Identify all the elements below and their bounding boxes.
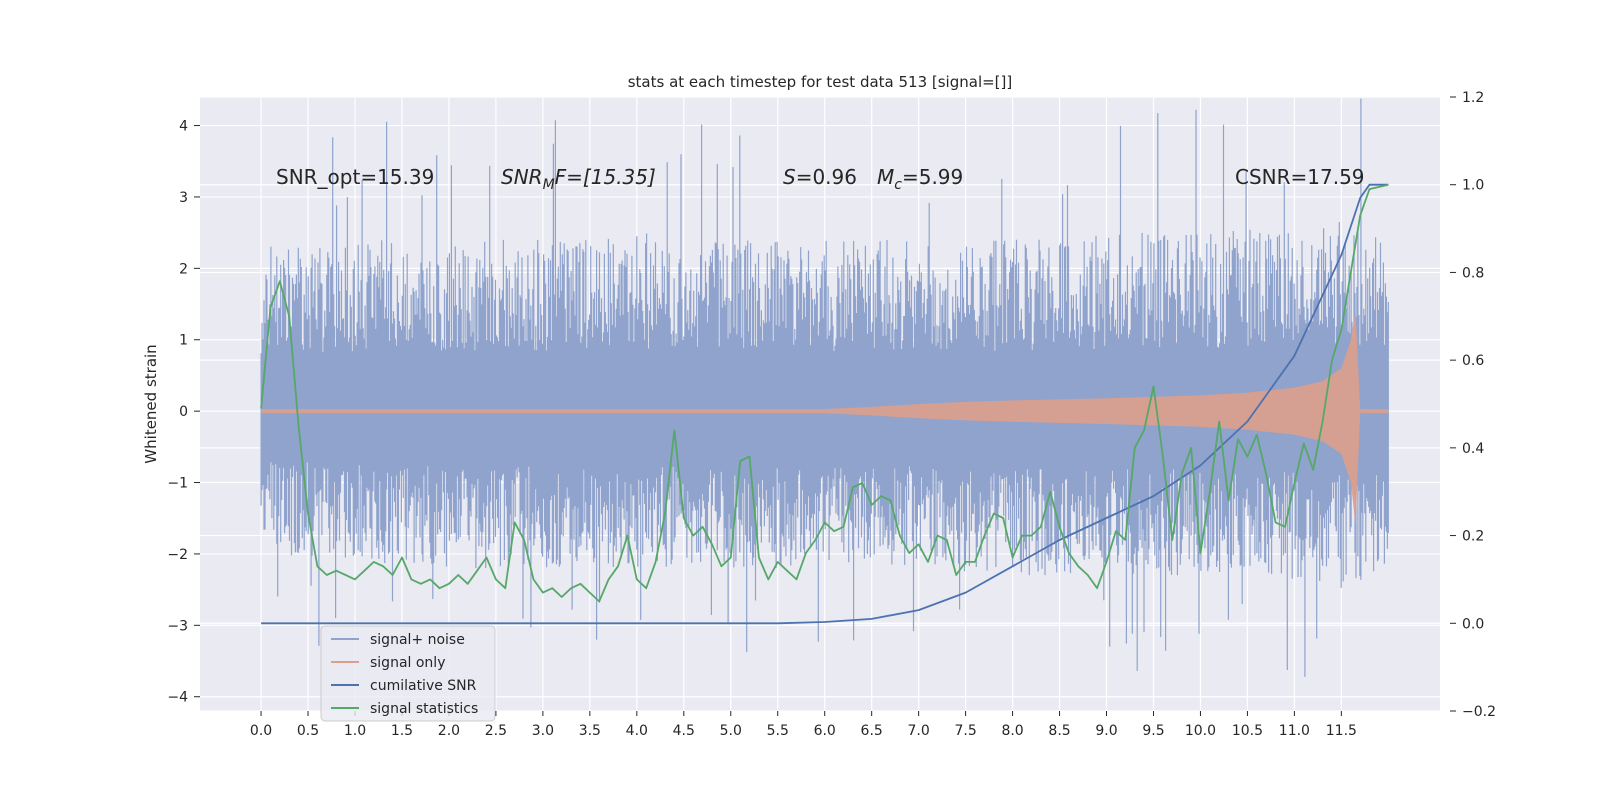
x-tick-label: 6.5 (861, 723, 883, 739)
y-tick-label: 2 (179, 261, 188, 277)
annotation-mc: Mc=5.99 (877, 165, 963, 193)
y-tick-label: 0 (179, 404, 188, 420)
noise-layer (260, 98, 1389, 677)
x-tick-label: 1.0 (344, 723, 366, 739)
y-tick-label: −4 (167, 690, 188, 706)
x-tick-label: 3.5 (579, 723, 601, 739)
x-tick-label: 2.5 (485, 723, 507, 739)
x-tick-label: 4.0 (626, 723, 648, 739)
y-tick-label: 3 (179, 190, 188, 206)
y2-tick-label: −0.2 (1462, 704, 1496, 720)
annotation-mc-sub: c (894, 177, 902, 193)
legend-label-signal-statistics: signal statistics (370, 701, 478, 717)
x-tick-label: 9.5 (1142, 723, 1164, 739)
y2-tick-label: 1.0 (1462, 178, 1484, 194)
annotation-snr-mf-sub: M (543, 177, 555, 193)
y-tick-label: 4 (179, 119, 188, 135)
x-tick-label: 11.5 (1326, 723, 1357, 739)
y-tick-label: 1 (179, 333, 188, 349)
annotation-mc-main: M (877, 165, 894, 189)
x-tick-label: 10.5 (1232, 723, 1263, 739)
series-signal-statistics (260, 183, 1389, 603)
annotation-snr-opt: SNR_opt=15.39 (276, 165, 434, 189)
x-tick-label: 8.0 (1001, 723, 1023, 739)
annotation-snr-mf-main: SNR (501, 165, 543, 189)
chart-title: stats at each timestep for test data 513… (628, 73, 1013, 91)
x-tick-label: 0.0 (250, 723, 272, 739)
legend: signal+ noise signal only cumilative SNR… (320, 625, 496, 722)
y2-tick-label: 0.6 (1462, 353, 1484, 369)
y2-tick-label: 0.0 (1462, 616, 1484, 632)
x-tick-label: 5.5 (767, 723, 789, 739)
annotation-snr-mf: SNRMF=[15.35] (501, 165, 656, 193)
annotation-csnr: CSNR=17.59 (1235, 165, 1365, 189)
annotation-s-main: S (783, 165, 796, 189)
y2-tick-label: 1.2 (1462, 90, 1484, 106)
series-layer (260, 183, 1389, 625)
x-tick-label: 7.0 (908, 723, 930, 739)
x-tick-label: 5.0 (720, 723, 742, 739)
legend-box (320, 625, 496, 722)
annotation-snr-mf-rest: F=[15.35] (555, 165, 656, 189)
y2-tick-label: 0.4 (1462, 441, 1484, 457)
x-tick-label: 9.0 (1095, 723, 1117, 739)
y-tick-label: −3 (167, 618, 188, 634)
legend-label-signal-only: signal only (370, 655, 445, 671)
legend-label-signal-noise: signal+ noise (370, 632, 465, 648)
x-tick-label: 8.5 (1048, 723, 1070, 739)
x-tick-label: 2.0 (438, 723, 460, 739)
x-tick-label: 6.0 (814, 723, 836, 739)
annotation-s-rest: =0.96 (796, 165, 857, 189)
y-axis-label: Whitened strain (142, 344, 160, 463)
x-tick-label: 7.5 (954, 723, 976, 739)
x-tick-label: 11.0 (1279, 723, 1310, 739)
y2-tick-label: 0.8 (1462, 265, 1484, 281)
y-tick-label: −1 (167, 476, 188, 492)
x-tick-label: 1.5 (391, 723, 413, 739)
series-signal-only (261, 311, 1389, 526)
y-tick-label: −2 (167, 547, 188, 563)
x-tick-label: 10.0 (1185, 723, 1216, 739)
x-tick-label: 3.0 (532, 723, 554, 739)
y2-tick-label: 0.2 (1462, 529, 1484, 545)
x-tick-label: 4.5 (673, 723, 695, 739)
legend-label-cumulative-snr: cumilative SNR (370, 678, 477, 694)
series-cumulative-snr (261, 183, 1389, 625)
ticks-layer: 0.0 0.5 1.0 1.5 2.0 2.5 3.0 3.5 4.0 4.5 5.0 5.5 6.0 6… (167, 90, 1496, 739)
annotation-mc-rest: =5.99 (902, 165, 963, 189)
annotation-s: S=0.96 (783, 165, 857, 189)
x-tick-label: 0.5 (297, 723, 319, 739)
